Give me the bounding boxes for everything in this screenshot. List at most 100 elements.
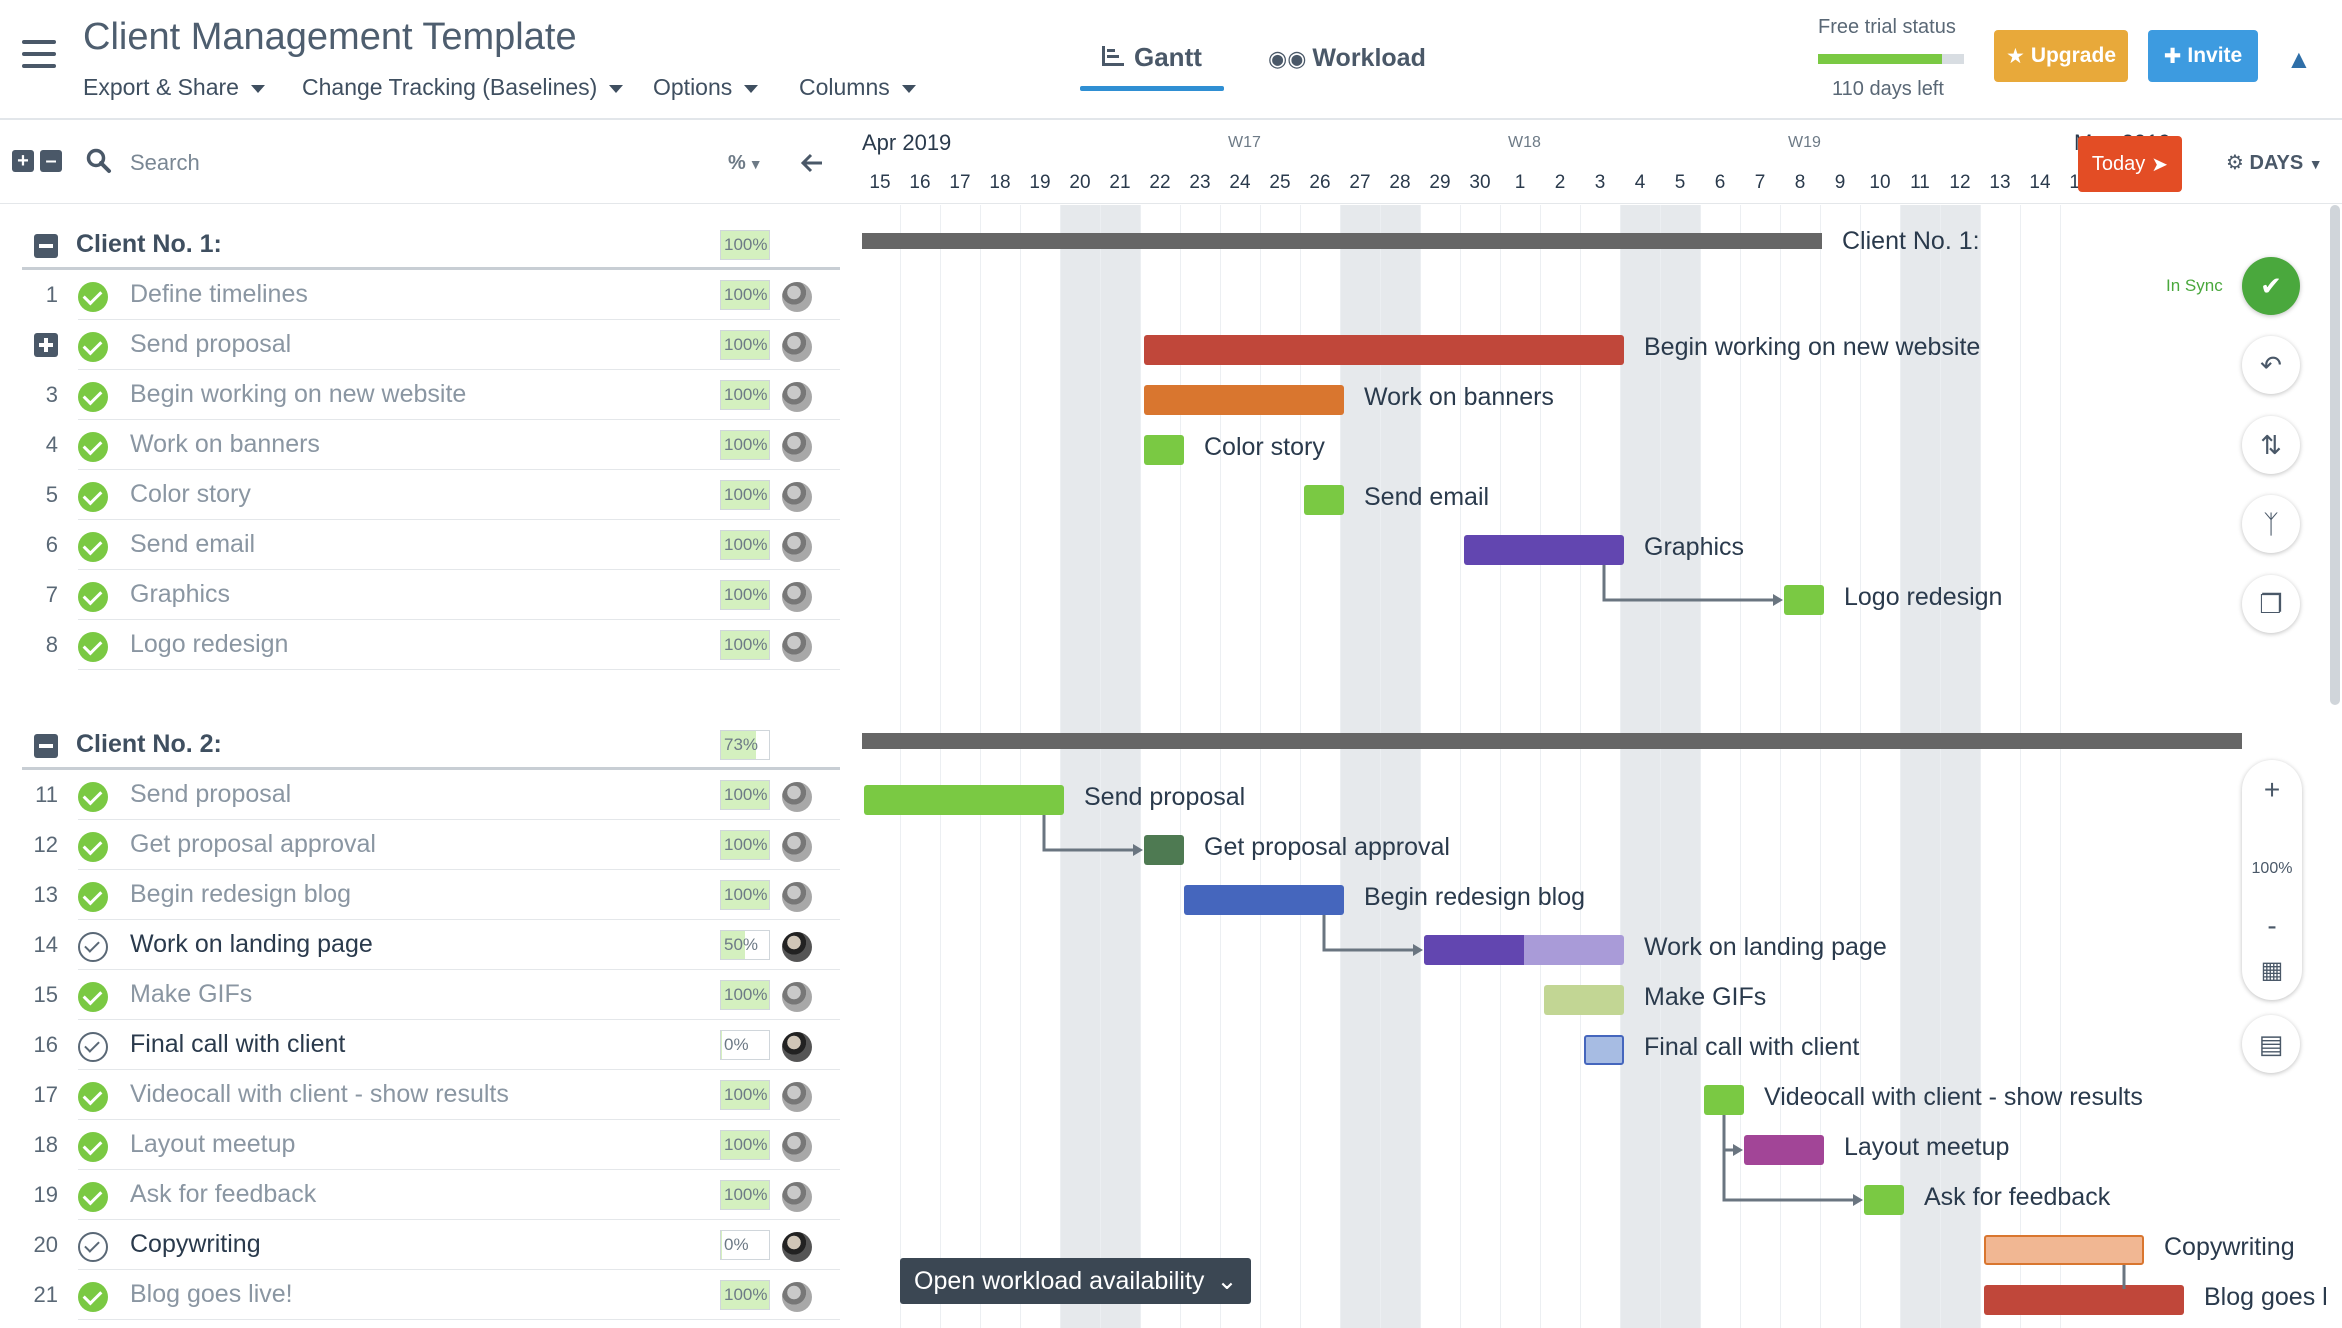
group-summary-bar[interactable] <box>862 233 1822 249</box>
task-row[interactable]: 20 Copywriting 0% <box>0 1220 862 1270</box>
complete-check-icon[interactable] <box>78 432 108 462</box>
task-row[interactable]: Send proposal 100% <box>0 320 862 370</box>
assignee-avatar[interactable] <box>782 832 812 862</box>
hamburger-menu-icon[interactable] <box>22 40 58 70</box>
upgrade-button[interactable]: ★ Upgrade <box>1994 30 2128 82</box>
assignee-avatar[interactable] <box>782 582 812 612</box>
notes-icon[interactable]: ▤ <box>2242 1015 2300 1073</box>
assignee-avatar[interactable] <box>782 1032 812 1062</box>
task-row[interactable]: 11 Send proposal 100% <box>0 770 862 820</box>
collapse-group-icon[interactable] <box>34 734 58 758</box>
complete-check-icon[interactable] <box>78 832 108 862</box>
task-row[interactable]: 4 Work on banners 100% <box>0 420 862 470</box>
task-bar[interactable] <box>1144 385 1344 415</box>
assignee-avatar[interactable] <box>782 782 812 812</box>
task-bar[interactable] <box>1584 1035 1624 1065</box>
open-workload-button[interactable]: Open workload availability ⌄ <box>900 1258 1252 1304</box>
collapse-group-icon[interactable] <box>34 234 58 258</box>
project-title[interactable]: Client Management Template <box>83 16 577 58</box>
expand-all-icon[interactable]: + <box>12 150 34 172</box>
task-bar[interactable] <box>1304 485 1344 515</box>
assignee-avatar[interactable] <box>782 982 812 1012</box>
task-bar[interactable] <box>1144 835 1184 865</box>
task-name[interactable]: Work on landing page <box>130 930 373 958</box>
task-name[interactable]: Videocall with client - show results <box>130 1080 509 1108</box>
task-name[interactable]: Logo redesign <box>130 630 289 658</box>
task-bar[interactable] <box>1864 1185 1904 1215</box>
complete-check-icon[interactable] <box>78 382 108 412</box>
assignee-avatar[interactable] <box>782 282 812 312</box>
today-button[interactable]: Today ➤ <box>2078 136 2182 192</box>
complete-check-icon[interactable] <box>78 282 108 312</box>
task-name[interactable]: Layout meetup <box>130 1130 296 1158</box>
assignee-avatar[interactable] <box>782 1182 812 1212</box>
branch-icon[interactable]: ᛉ <box>2242 495 2300 553</box>
assignee-avatar[interactable] <box>782 432 812 462</box>
task-bar[interactable] <box>1184 885 1344 915</box>
task-percent[interactable]: 100% <box>720 580 770 610</box>
menu-columns[interactable]: Columns <box>799 74 916 101</box>
map-icon[interactable]: ▦ <box>2260 957 2284 984</box>
task-name[interactable]: Send email <box>130 530 256 558</box>
task-name[interactable]: Begin redesign blog <box>130 880 351 908</box>
collapse-all-icon[interactable]: – <box>40 150 62 172</box>
assignee-avatar[interactable] <box>782 932 812 962</box>
menu-export-share[interactable]: Export & Share <box>83 74 265 101</box>
graduation-cap-icon[interactable]: ▲ <box>2286 44 2312 74</box>
copy-icon[interactable]: ❐ <box>2242 575 2300 633</box>
task-name[interactable]: Graphics <box>130 580 231 608</box>
task-percent[interactable]: 100% <box>720 1080 770 1110</box>
menu-change-tracking[interactable]: Change Tracking (Baselines) <box>302 74 624 101</box>
task-row[interactable]: 16 Final call with client 0% <box>0 1020 862 1070</box>
tab-gantt[interactable]: Gantt <box>1100 42 1202 73</box>
assignee-avatar[interactable] <box>782 532 812 562</box>
task-name[interactable]: Work on banners <box>130 430 320 458</box>
task-name[interactable]: Send proposal <box>130 780 292 808</box>
complete-check-icon[interactable] <box>78 482 108 512</box>
assignee-avatar[interactable] <box>782 1282 812 1312</box>
task-name[interactable]: Final call with client <box>130 1030 346 1058</box>
task-percent[interactable]: 100% <box>720 1180 770 1210</box>
task-row[interactable]: 6 Send email 100% <box>0 520 862 570</box>
task-percent[interactable]: 100% <box>720 1280 770 1310</box>
task-row[interactable]: 21 Blog goes live! 100% <box>0 1270 862 1320</box>
incomplete-check-icon[interactable] <box>78 1032 108 1062</box>
assignee-avatar[interactable] <box>782 1132 812 1162</box>
task-row[interactable]: 3 Begin working on new website 100% <box>0 370 862 420</box>
assignee-avatar[interactable] <box>782 1082 812 1112</box>
assignee-avatar[interactable] <box>782 482 812 512</box>
task-name[interactable]: Send proposal <box>130 330 292 358</box>
group-summary-bar[interactable] <box>862 733 2242 749</box>
task-percent[interactable]: 50% <box>720 930 770 960</box>
task-row[interactable]: 14 Work on landing page 50% <box>0 920 862 970</box>
task-percent[interactable]: 100% <box>720 830 770 860</box>
task-percent[interactable]: 100% <box>720 430 770 460</box>
incomplete-check-icon[interactable] <box>78 932 108 962</box>
incomplete-check-icon[interactable] <box>78 1232 108 1262</box>
zoom-in-button[interactable]: + <box>2263 774 2281 805</box>
task-row[interactable]: 15 Make GIFs 100% <box>0 970 862 1020</box>
task-row[interactable]: 7 Graphics 100% <box>0 570 862 620</box>
task-percent[interactable]: 100% <box>720 630 770 660</box>
complete-check-icon[interactable] <box>78 582 108 612</box>
vertical-scrollbar[interactable] <box>2330 205 2340 705</box>
task-name[interactable]: Define timelines <box>130 280 308 308</box>
task-name[interactable]: Color story <box>130 480 251 508</box>
search-input[interactable] <box>130 146 680 180</box>
task-row[interactable]: 19 Ask for feedback 100% <box>0 1170 862 1220</box>
complete-check-icon[interactable] <box>78 1132 108 1162</box>
task-percent[interactable]: 100% <box>720 380 770 410</box>
task-bar[interactable] <box>1464 535 1624 565</box>
task-name[interactable]: Make GIFs <box>130 980 253 1008</box>
task-bar[interactable] <box>1144 335 1624 365</box>
sync-check-icon[interactable]: ✔ <box>2242 257 2300 315</box>
task-row[interactable]: 12 Get proposal approval 100% <box>0 820 862 870</box>
zoom-out-button[interactable]: - <box>2267 910 2277 941</box>
complete-check-icon[interactable] <box>78 1082 108 1112</box>
task-row[interactable]: 13 Begin redesign blog 100% <box>0 870 862 920</box>
complete-check-icon[interactable] <box>78 982 108 1012</box>
assignee-avatar[interactable] <box>782 632 812 662</box>
task-name[interactable]: Get proposal approval <box>130 830 376 858</box>
task-percent[interactable]: 100% <box>720 330 770 360</box>
task-bar[interactable] <box>1744 1135 1824 1165</box>
